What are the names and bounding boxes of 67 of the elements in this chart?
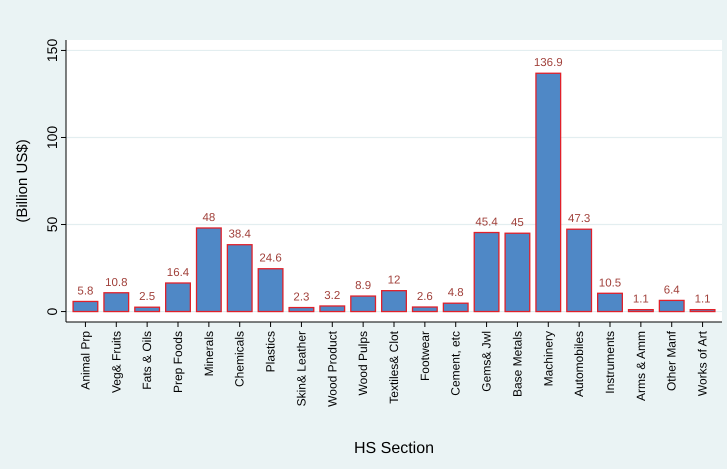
data-label: 4.8: [448, 287, 464, 300]
x-tick-label: Textiles& Clot: [387, 330, 401, 404]
x-tick-label: Instruments: [603, 331, 617, 394]
x-tick-label: Minerals: [202, 331, 216, 376]
data-label: 16.4: [166, 267, 190, 280]
data-label: 2.6: [416, 291, 433, 304]
y-tick-label: 100: [44, 126, 60, 150]
bar: [134, 306, 160, 312]
data-label: 1.1: [632, 294, 649, 306]
bar: [226, 244, 253, 312]
data-label: 2.5: [139, 291, 156, 304]
bar: [72, 300, 98, 312]
data-label: 10.5: [598, 277, 622, 290]
bar: [535, 72, 562, 312]
bar: [258, 268, 284, 312]
x-tick-label: Chemicals: [232, 331, 247, 388]
bar: [319, 305, 346, 312]
y-tick-label: 0: [44, 307, 60, 316]
data-label: 6.4: [664, 284, 680, 296]
x-tick-label: Wood Pulps: [356, 331, 370, 396]
bar: [474, 232, 500, 312]
y-axis-title: (Billion US$): [14, 139, 31, 223]
x-tick-label: Veg& Fruits: [109, 331, 124, 394]
x-tick-label: Wood Product: [325, 330, 340, 407]
data-label: 45: [511, 217, 524, 230]
data-label: 10.8: [105, 276, 128, 289]
x-tick-label: Footwear: [418, 331, 432, 382]
x-tick-label: Other Manf: [664, 330, 679, 392]
data-label: 136.9: [534, 57, 563, 70]
data-label: 12: [388, 274, 400, 287]
bar: [597, 292, 623, 312]
y-tick-label: 150: [44, 38, 60, 62]
bar: [566, 228, 592, 312]
x-tick-label: Skin& Leather: [294, 331, 308, 406]
x-tick-label: Gems& Jwl: [480, 331, 494, 392]
x-tick-label: Animal Prp: [78, 330, 92, 390]
bar: [658, 300, 685, 312]
bar: [412, 306, 438, 312]
data-label: 45.4: [475, 216, 498, 229]
data-label: 38.4: [228, 228, 252, 241]
data-label: 47.3: [568, 213, 590, 226]
x-tick-label: Plastics: [264, 331, 278, 372]
bar: [103, 292, 130, 312]
x-tick-label: Machinery: [541, 331, 556, 386]
data-label: 24.6: [259, 252, 282, 265]
data-label: 8.9: [355, 280, 372, 292]
bar: [350, 295, 376, 312]
x-tick-label: Base Metals: [510, 331, 524, 398]
x-tick-label: Prep Foods: [171, 331, 185, 394]
data-label: 3.2: [324, 290, 340, 302]
bar: [442, 302, 469, 312]
data-label: 2.3: [293, 292, 310, 304]
bar: [381, 290, 407, 312]
bar: [504, 232, 530, 312]
bar: [196, 227, 222, 312]
x-axis-title: HS Section: [354, 440, 434, 457]
x-tick-label: Arms & Amm: [634, 331, 648, 402]
x-tick-label: Cement, etc: [448, 331, 463, 396]
bar: [288, 306, 314, 312]
data-label: 1.1: [694, 294, 711, 306]
bar: [165, 282, 191, 312]
data-label: 48: [202, 212, 216, 224]
x-tick-label: Automobiles: [572, 331, 586, 398]
x-tick-label: Works of Art: [696, 330, 710, 396]
y-tick-label: 50: [44, 216, 60, 232]
data-label: 5.8: [77, 285, 94, 298]
x-tick-label: Fats & Oils: [140, 331, 154, 390]
